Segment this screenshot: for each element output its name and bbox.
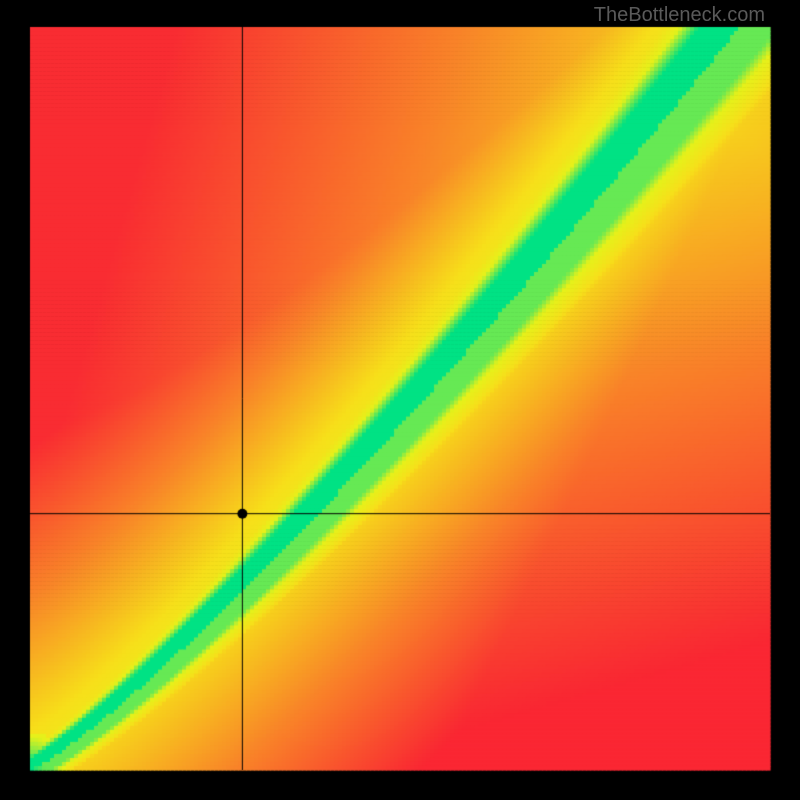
bottleneck-heatmap <box>0 0 800 800</box>
watermark-text: TheBottleneck.com <box>594 4 765 27</box>
